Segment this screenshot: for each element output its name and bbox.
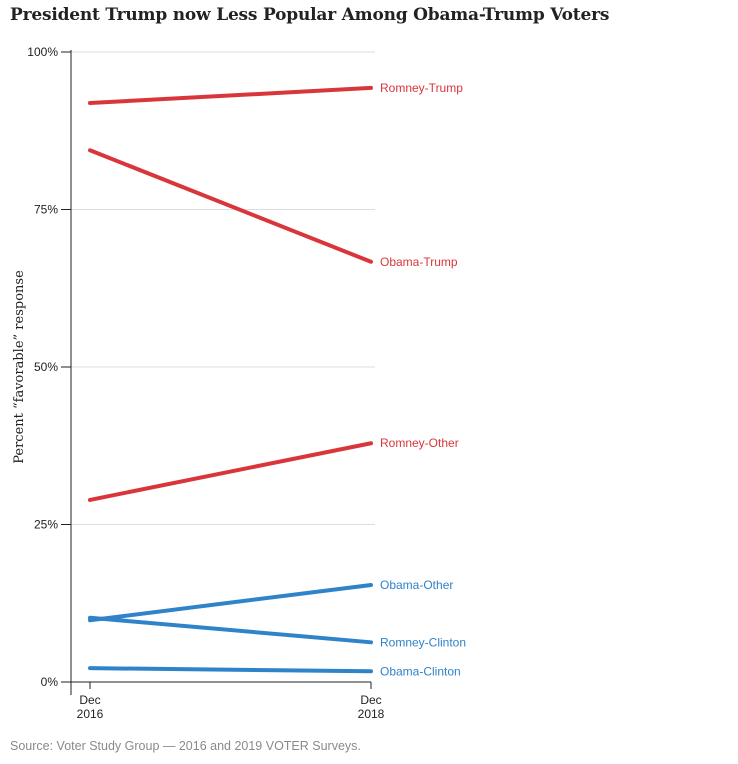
series-line-obama-trump <box>88 148 373 264</box>
y-tick-label: 50% <box>34 360 58 374</box>
y-axis-ticks: 0% 25% 50% 75% 100% <box>27 45 71 689</box>
series-line-obama-clinton <box>88 666 373 674</box>
series-line-romney-clinton <box>88 615 373 645</box>
series-label-romney-clinton: Romney-Clinton <box>380 635 466 649</box>
gridlines <box>71 51 375 525</box>
series-label-obama-clinton: Obama-Clinton <box>380 664 461 678</box>
series-labels: Romney-Trump Obama-Trump Romney-Other Obama… <box>380 81 466 678</box>
y-tick-label: 25% <box>34 518 58 532</box>
series-label-obama-other: Obama-Other <box>380 578 453 592</box>
y-tick-label: 100% <box>27 45 58 59</box>
series-lines <box>88 85 373 674</box>
series-line-romney-other <box>88 441 373 502</box>
series-label-romney-trump: Romney-Trump <box>380 81 463 95</box>
chart-title: President Trump now Less Popular Among O… <box>10 5 610 25</box>
y-tick-label: 75% <box>34 203 58 217</box>
y-tick-label: 0% <box>41 675 59 689</box>
series-line-obama-other <box>88 582 373 623</box>
y-axis-label: Percent “favorable” response <box>12 270 27 464</box>
axes <box>61 50 371 695</box>
series-line-romney-trump <box>88 85 373 106</box>
series-label-romney-other: Romney-Other <box>380 436 459 450</box>
x-tick-label-year: 2018 <box>358 707 385 721</box>
source-note: Source: Voter Study Group — 2016 and 201… <box>10 739 361 753</box>
x-tick-label: Dec <box>360 693 381 707</box>
x-tick-label: Dec <box>79 693 100 707</box>
series-label-obama-trump: Obama-Trump <box>380 255 458 269</box>
x-tick-label-year: 2016 <box>77 707 104 721</box>
